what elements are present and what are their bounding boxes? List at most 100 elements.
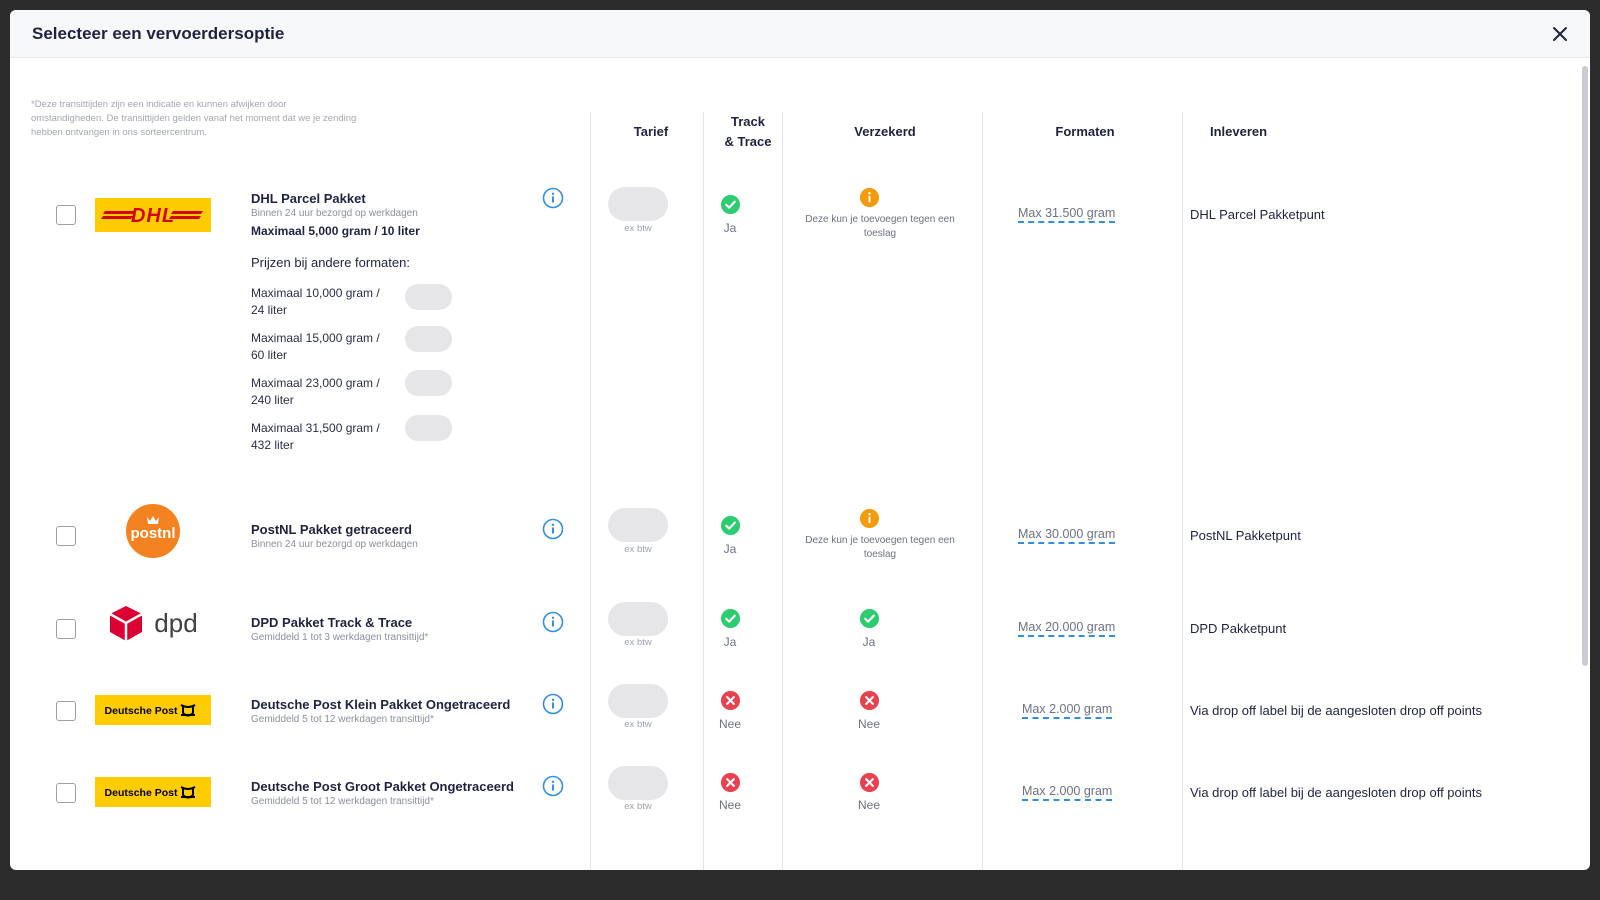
info-button[interactable]	[542, 775, 564, 797]
deutsche-post-logo: Deutsche Post	[95, 777, 211, 807]
dpd-logo: dpd	[108, 604, 208, 644]
max-weight-link[interactable]: Max 31.500 gram	[1018, 206, 1116, 223]
column-divider	[1182, 112, 1183, 870]
dropoff-location: Via drop off label bij de aangesloten dr…	[1190, 703, 1482, 718]
carrier-checkbox-deutsche-post-klein[interactable]	[56, 701, 76, 721]
price-placeholder	[405, 326, 452, 352]
check-icon	[859, 608, 880, 629]
carrier-delivery: Gemiddeld 1 tot 3 werkdagen transittijd*	[251, 632, 429, 643]
info-icon	[542, 187, 564, 209]
max-weight-link[interactable]: Max 2.000 gram	[1022, 702, 1113, 719]
max-weight-link[interactable]: Max 30.000 gram	[1018, 527, 1116, 544]
track-value: Ja	[723, 542, 737, 556]
column-header-tarief: Tarief	[633, 124, 669, 139]
svg-text:postnl: postnl	[131, 525, 176, 542]
track-value: Nee	[718, 798, 741, 812]
column-header-verzekerd: Verzekerd	[854, 124, 916, 139]
carrier-delivery: Binnen 24 uur bezorgd op werkdagen	[251, 208, 418, 219]
carrier-delivery: Binnen 24 uur bezorgd op werkdagen	[251, 539, 418, 550]
carrier-max-weight: Maximaal 5,000 gram / 10 liter	[251, 224, 420, 238]
info-icon	[542, 611, 564, 633]
svg-text:Deutsche Post: Deutsche Post	[105, 787, 178, 799]
postnl-logo: postnl	[125, 503, 181, 559]
info-icon	[542, 693, 564, 715]
column-divider	[782, 112, 783, 870]
other-format-label: Maximaal 15,000 gram / 60 liter	[251, 331, 380, 362]
modal-title: Selecteer een vervoerdersoptie	[32, 24, 285, 43]
dropoff-location: PostNL Pakketpunt	[1190, 528, 1301, 543]
cross-icon	[859, 690, 880, 711]
info-icon	[542, 518, 564, 540]
ex-btw-label: ex btw	[624, 223, 652, 234]
check-icon	[720, 515, 741, 536]
ex-btw-label: ex btw	[624, 637, 652, 648]
other-format-label: Maximaal 10,000 gram / 24 liter	[251, 286, 380, 317]
carrier-name: Deutsche Post Klein Pakket Ongetraceerd	[251, 697, 511, 712]
deutsche-post-logo: Deutsche Post	[95, 695, 211, 725]
ex-btw-label: ex btw	[624, 544, 652, 555]
svg-text:dpd: dpd	[154, 608, 197, 638]
carrier-name: DHL Parcel Pakket	[251, 191, 366, 206]
cross-icon	[859, 772, 880, 793]
max-weight-link[interactable]: Max 20.000 gram	[1018, 620, 1116, 637]
insured-value: Nee	[857, 717, 880, 731]
warning-info-icon	[859, 187, 880, 208]
carrier-checkbox-dpd[interactable]	[56, 619, 76, 639]
price-placeholder	[608, 602, 668, 636]
other-formats-title: Prijzen bij andere formaten:	[251, 255, 410, 270]
insured-value: Ja	[862, 635, 876, 649]
track-value: Ja	[723, 635, 737, 649]
close-icon	[1553, 27, 1567, 41]
svg-text:Deutsche Post: Deutsche Post	[105, 705, 178, 717]
track-value: Ja	[723, 221, 737, 235]
dhl-logo: DHL	[95, 198, 211, 232]
column-header-inleveren: Inleveren	[1210, 124, 1268, 139]
cross-icon	[720, 772, 741, 793]
column-header-track-line1: Track	[731, 114, 765, 129]
price-placeholder	[405, 415, 452, 441]
info-button[interactable]	[542, 187, 564, 209]
column-divider	[982, 112, 983, 870]
carrier-selection-modal: Selecteer een vervoerdersoptie *Deze tra…	[10, 10, 1590, 870]
dropoff-location: DPD Pakketpunt	[1190, 621, 1287, 636]
carrier-name: DPD Pakket Track & Trace	[251, 615, 413, 630]
carrier-checkbox-postnl[interactable]	[56, 526, 76, 546]
ex-btw-label: ex btw	[624, 719, 652, 730]
info-button[interactable]	[542, 693, 564, 715]
price-placeholder	[608, 187, 668, 221]
info-icon	[542, 775, 564, 797]
other-format-label: Maximaal 23,000 gram / 240 liter	[251, 376, 380, 407]
close-button[interactable]	[1548, 22, 1572, 46]
max-weight-link[interactable]: Max 2.000 gram	[1022, 784, 1113, 801]
price-placeholder	[608, 508, 668, 542]
column-divider	[590, 112, 591, 870]
price-placeholder	[405, 284, 452, 310]
other-format-label: Maximaal 31,500 gram / 432 liter	[251, 421, 380, 452]
modal-header: Selecteer een vervoerdersoptie	[10, 10, 1590, 58]
column-header-track-line2: & Trace	[724, 134, 772, 149]
svg-text:DHL: DHL	[131, 205, 175, 227]
cross-icon	[720, 690, 741, 711]
info-button[interactable]	[542, 518, 564, 540]
carrier-delivery: Gemiddeld 5 tot 12 werkdagen transittijd…	[251, 714, 434, 725]
carrier-name: PostNL Pakket getraceerd	[251, 522, 412, 537]
dropoff-location: DHL Parcel Pakketpunt	[1190, 207, 1325, 222]
dropoff-location: Via drop off label bij de aangesloten dr…	[1190, 785, 1482, 800]
insurance-note: Deze kun je toevoegen tegen een toeslag	[805, 535, 955, 560]
warning-info-icon	[859, 508, 880, 529]
insurance-note: Deze kun je toevoegen tegen een toeslag	[805, 214, 955, 239]
insured-value: Nee	[857, 798, 880, 812]
carrier-checkbox-deutsche-post-groot[interactable]	[56, 783, 76, 803]
track-value: Nee	[718, 717, 741, 731]
ex-btw-label: ex btw	[624, 801, 652, 812]
price-placeholder	[608, 684, 668, 718]
column-header-formaten: Formaten	[1055, 124, 1115, 139]
scrollbar[interactable]	[1582, 66, 1588, 666]
info-button[interactable]	[542, 611, 564, 633]
price-placeholder	[608, 766, 668, 800]
carrier-checkbox-dhl[interactable]	[56, 205, 76, 225]
check-icon	[720, 608, 741, 629]
check-icon	[720, 194, 741, 215]
column-divider	[703, 112, 704, 870]
transit-disclaimer: *Deze transittijden zijn een indicatie e…	[31, 99, 357, 138]
